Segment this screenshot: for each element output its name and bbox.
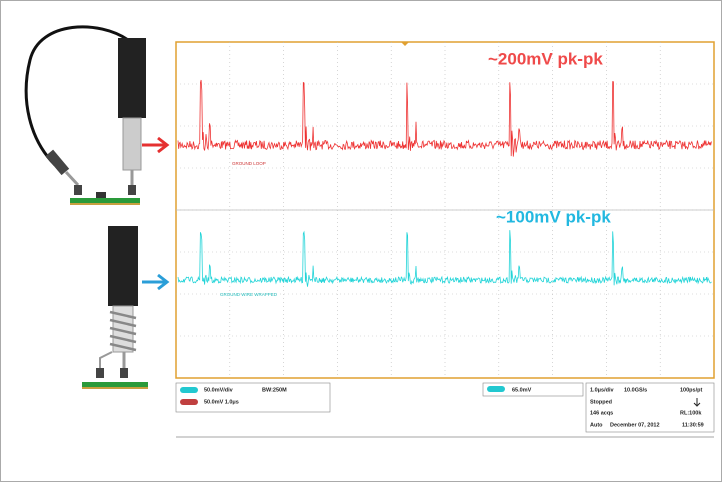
probe-wrapped (82, 226, 148, 389)
status-text: 11:30:59 (682, 422, 704, 428)
status-text: 1.0μs/div (590, 387, 614, 393)
probe-loop (24, 25, 146, 205)
trigger-marker (401, 42, 409, 46)
status-text: December 07, 2012 (610, 422, 660, 428)
status-text: Stopped (590, 399, 612, 405)
status-text: 100ps/pt (680, 387, 702, 393)
trace-cyan (177, 230, 712, 287)
status-text: 50.0mV 1.0μs (204, 399, 239, 405)
status-text: Auto (590, 422, 603, 428)
status-text: 50.0mV/div (204, 387, 234, 393)
annotation: ~200mV pk-pk (488, 49, 603, 68)
status-bar: 50.0mV/div BW:250M 50.0mV 1.0μs 65.0mV 1… (175, 382, 715, 438)
trace-red (177, 79, 712, 157)
arrow-red (142, 136, 170, 154)
status-text: 10.0GS/s (624, 387, 647, 393)
arrow-blue (142, 273, 170, 291)
status-text: 65.0mV (512, 387, 532, 393)
trace-label: GROUND WIRE WRAPPED (220, 292, 278, 297)
status-text: RL:100k (680, 410, 702, 416)
status-text: BW:250M (262, 387, 287, 393)
trace-label: GROUND LOOP (232, 161, 266, 166)
annotation: ~100mV pk-pk (496, 207, 611, 226)
status-text: 146 acqs (590, 410, 613, 416)
